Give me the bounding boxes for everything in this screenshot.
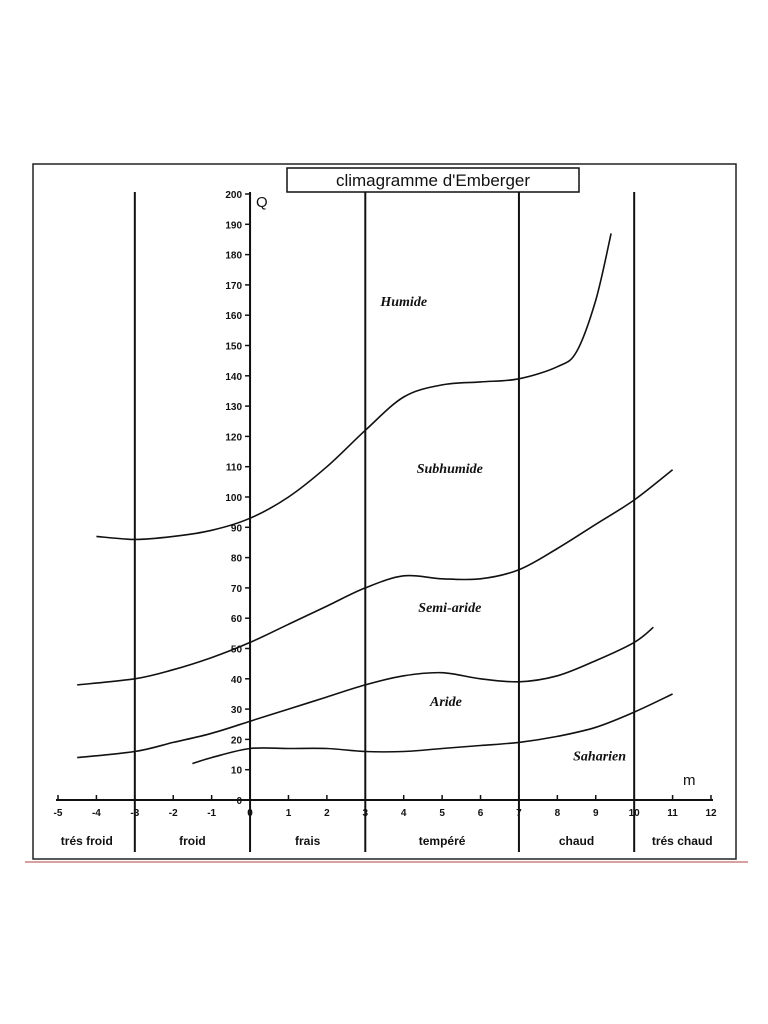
chart-frame	[32, 163, 737, 860]
climate-band-label: tempéré	[419, 834, 466, 848]
zone-label: Semi-aride	[418, 601, 481, 616]
y-tick-label: 150	[225, 342, 242, 353]
zone-label: Subhumide	[417, 462, 483, 477]
y-tick-label: 100	[225, 493, 242, 504]
climate-band-label: trés chaud	[652, 834, 713, 848]
x-tick-label: 3	[363, 808, 369, 819]
zone-label: Humide	[379, 295, 427, 310]
y-tick-label: 180	[225, 251, 242, 262]
vertical-lines	[133, 192, 636, 852]
y-tick-label: 170	[225, 281, 242, 292]
zone-label: Saharien	[573, 750, 626, 765]
y-tick-label: 10	[231, 766, 243, 777]
x-tick-label: 2	[324, 808, 330, 819]
x-tick-label: 5	[439, 808, 445, 819]
bioclimatic-boundary-4	[192, 693, 673, 765]
x-axis-label: m	[683, 772, 696, 789]
x-tick-label: 11	[667, 808, 678, 819]
x-tick-label: -5	[54, 808, 63, 819]
bioclimatic-boundary-3	[77, 626, 654, 759]
x-tick-label: 0	[247, 808, 253, 819]
y-tick-label: 200	[225, 190, 242, 201]
y-tick-label: 50	[231, 645, 243, 656]
y-tick-label: 120	[225, 432, 242, 443]
x-tick-label: 9	[593, 808, 599, 819]
climate-band-label: trés froid	[61, 834, 113, 848]
y-tick-label: 60	[231, 614, 243, 625]
x-tick-label: 4	[401, 808, 407, 819]
climate-band-label: froid	[179, 834, 206, 848]
y-tick-label: 110	[226, 463, 243, 474]
x-tick-label: -3	[130, 808, 139, 819]
climate-band-label: chaud	[559, 834, 594, 848]
y-tick-label: 80	[231, 554, 243, 565]
axes: -5 -4 -3 -2 -1 0 1 2 3 4 5 6 7 8 9 10 11 1201020304050607…	[54, 190, 717, 819]
x-tick-label: -1	[207, 808, 216, 819]
y-tick-label: 30	[231, 705, 243, 716]
x-tick-label: -2	[169, 808, 178, 819]
y-tick-label: 190	[225, 220, 242, 231]
climate-band-label: frais	[295, 834, 321, 848]
bioclimatic-boundary-1	[96, 233, 612, 541]
bioclimatic-boundary-2	[77, 469, 674, 686]
y-tick-label: 140	[225, 372, 242, 383]
x-tick-label: 6	[478, 808, 484, 819]
title-box	[286, 167, 580, 193]
x-tick-label: 1	[286, 808, 292, 819]
y-tick-label: 130	[225, 402, 242, 413]
x-tick-label: 7	[516, 808, 522, 819]
y-tick-label: 70	[231, 584, 243, 595]
labels: Humide Subhumide Semi-aride Aride Saharien tr…	[61, 295, 713, 848]
x-tick-label: -4	[92, 808, 101, 819]
x-tick-label: 8	[555, 808, 561, 819]
x-tick-label: 10	[629, 808, 641, 819]
y-tick-label: 160	[225, 311, 242, 322]
y-tick-label: 40	[231, 675, 243, 686]
chart-title: climagramme d'Emberger	[336, 171, 530, 190]
series-lines	[77, 233, 674, 765]
zone-label: Aride	[429, 695, 462, 710]
y-tick-label: 0	[236, 796, 242, 807]
x-tick-label: 12	[705, 808, 717, 819]
y-tick-label: 90	[231, 523, 243, 534]
y-tick-label: 20	[231, 735, 243, 746]
y-axis-label: Q	[256, 194, 268, 211]
